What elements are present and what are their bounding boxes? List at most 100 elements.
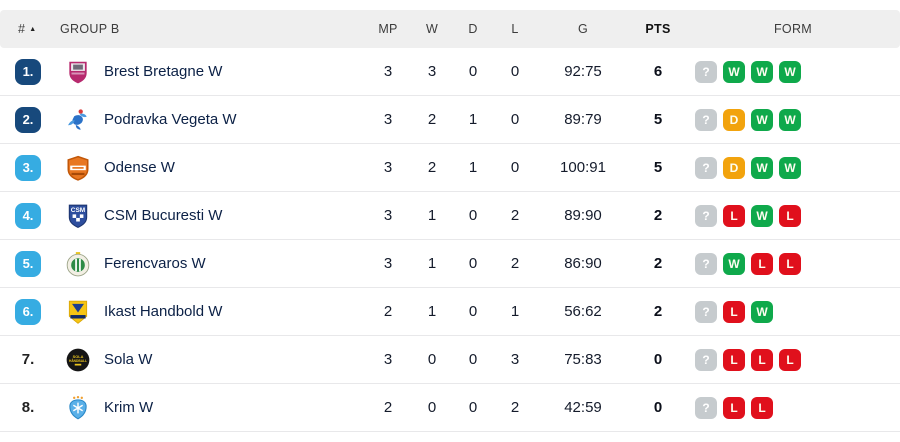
krim-logo <box>69 395 87 419</box>
table-body: 1. Brest Bretagne W 3 3 0 0 92:75 6 ? W W W… <box>0 48 900 432</box>
form-cell: ? D W W <box>686 156 900 179</box>
goals-value: 42:59 <box>564 399 602 416</box>
rank-badge: 4. <box>15 202 41 229</box>
form-badge-loss[interactable]: L <box>779 348 801 371</box>
matches-played-value: 3 <box>383 255 393 272</box>
form-cell: ? L W L <box>686 204 900 227</box>
form-badge-draw[interactable]: D <box>723 156 745 179</box>
team-name[interactable]: Odense W <box>104 159 175 176</box>
table-row[interactable]: 7. SOLA HÅNDBALL Sola W 3 0 0 3 75:83 0 … <box>0 336 900 384</box>
form-badge-loss[interactable]: L <box>751 396 773 419</box>
matches-played-value: 3 <box>383 63 393 80</box>
losses-value: 2 <box>510 207 520 224</box>
form-badge-unknown[interactable]: ? <box>695 156 717 179</box>
points-value: 6 <box>653 63 663 80</box>
wins-value: 2 <box>427 159 437 176</box>
team-name[interactable]: Ferencvaros W <box>104 255 206 272</box>
losses-value: 1 <box>510 303 520 320</box>
points-column-header: PTS <box>645 22 671 36</box>
form-badge-unknown[interactable]: ? <box>695 348 717 371</box>
form-badge-unknown[interactable]: ? <box>695 108 717 131</box>
table-row[interactable]: 5. Ferencvaros W 3 1 0 2 86:90 2 ? W L L <box>0 240 900 288</box>
table-header: # ▲ GROUP B MP W D L G PTS FORM <box>0 10 900 48</box>
rank-cell: 5. <box>0 250 56 277</box>
points-value: 2 <box>653 303 663 320</box>
losses-value: 0 <box>510 159 520 176</box>
table-row[interactable]: 1. Brest Bretagne W 3 3 0 0 92:75 6 ? W W W <box>0 48 900 96</box>
csm-bucuresti-logo: CSM <box>68 204 88 228</box>
form-badge-loss[interactable]: L <box>751 348 773 371</box>
form-badge-loss[interactable]: L <box>779 252 801 275</box>
form-badge-win[interactable]: W <box>723 60 745 83</box>
form-badge-win[interactable]: W <box>723 252 745 275</box>
matches-played-value: 3 <box>383 351 393 368</box>
losses-column-header: L <box>511 22 519 36</box>
team-name[interactable]: Ikast Handbold W <box>104 303 223 320</box>
goals-value: 89:90 <box>564 207 602 224</box>
ikast-handbold-logo <box>68 300 88 324</box>
table-row[interactable]: 3. Odense W 3 2 1 0 100:91 5 ? D W W <box>0 144 900 192</box>
draws-value: 0 <box>468 207 478 224</box>
form-badge-loss[interactable]: L <box>723 396 745 419</box>
rank-sort-header[interactable]: # ▲ <box>0 22 56 36</box>
team-name[interactable]: Brest Bretagne W <box>104 63 223 80</box>
rank-badge: 1. <box>15 58 41 85</box>
team-name[interactable]: Sola W <box>104 351 153 368</box>
svg-text:SOLA: SOLA <box>73 353 84 358</box>
ferencvaros-logo <box>66 251 90 276</box>
draws-value: 0 <box>468 63 478 80</box>
form-badge-unknown[interactable]: ? <box>695 60 717 83</box>
team-logo <box>56 299 100 325</box>
form-cell: ? L W <box>686 300 900 323</box>
rank-badge: 5. <box>15 250 41 277</box>
team-logo <box>56 107 100 133</box>
form-badge-unknown[interactable]: ? <box>695 396 717 419</box>
points-value: 0 <box>653 351 663 368</box>
team-name[interactable]: Krim W <box>104 399 154 416</box>
points-value: 0 <box>653 399 663 416</box>
form-badge-loss[interactable]: L <box>779 204 801 227</box>
form-badge-win[interactable]: W <box>779 60 801 83</box>
table-row[interactable]: 6. Ikast Handbold W 2 1 0 1 56:62 2 ? L W <box>0 288 900 336</box>
table-row[interactable]: 8. Krim W 2 0 0 2 42:59 0 ? L L <box>0 384 900 432</box>
svg-text:HÅNDBALL: HÅNDBALL <box>69 358 87 363</box>
form-badge-draw[interactable]: D <box>723 108 745 131</box>
wins-value: 0 <box>427 351 437 368</box>
team-logo <box>56 155 100 181</box>
losses-value: 2 <box>510 255 520 272</box>
matches-played-value: 3 <box>383 111 393 128</box>
losses-value: 0 <box>510 111 520 128</box>
form-badge-win[interactable]: W <box>751 204 773 227</box>
team-logo <box>56 395 100 421</box>
form-badge-unknown[interactable]: ? <box>695 252 717 275</box>
form-badge-loss[interactable]: L <box>751 252 773 275</box>
table-row[interactable]: 4. CSM CSM Bucuresti W 3 1 0 2 89:90 2 ?… <box>0 192 900 240</box>
rank-cell: 7. <box>0 347 56 373</box>
rank-badge: 8. <box>21 399 35 416</box>
losses-value: 3 <box>510 351 520 368</box>
form-badge-loss[interactable]: L <box>723 300 745 323</box>
team-name[interactable]: Podravka Vegeta W <box>104 111 237 128</box>
form-badge-loss[interactable]: L <box>723 204 745 227</box>
team-name[interactable]: CSM Bucuresti W <box>104 207 223 224</box>
team-logo <box>56 251 100 277</box>
form-badge-win[interactable]: W <box>751 108 773 131</box>
goals-value: 75:83 <box>564 351 602 368</box>
form-badge-win[interactable]: W <box>751 156 773 179</box>
draws-value: 0 <box>468 351 478 368</box>
form-badge-win[interactable]: W <box>751 300 773 323</box>
form-badge-unknown[interactable]: ? <box>695 204 717 227</box>
points-value: 2 <box>653 207 663 224</box>
draws-value: 0 <box>468 303 478 320</box>
form-badge-win[interactable]: W <box>779 156 801 179</box>
points-value: 5 <box>653 159 663 176</box>
form-badge-unknown[interactable]: ? <box>695 300 717 323</box>
form-badge-loss[interactable]: L <box>723 348 745 371</box>
table-row[interactable]: 2. Podravka Vegeta W 3 2 1 0 89:79 5 ? D W… <box>0 96 900 144</box>
form-badge-win[interactable]: W <box>779 108 801 131</box>
form-cell: ? L L <box>686 396 900 419</box>
points-value: 2 <box>653 255 663 272</box>
brest-bretagne-logo <box>69 61 87 83</box>
form-badge-win[interactable]: W <box>751 60 773 83</box>
draws-value: 1 <box>468 111 478 128</box>
